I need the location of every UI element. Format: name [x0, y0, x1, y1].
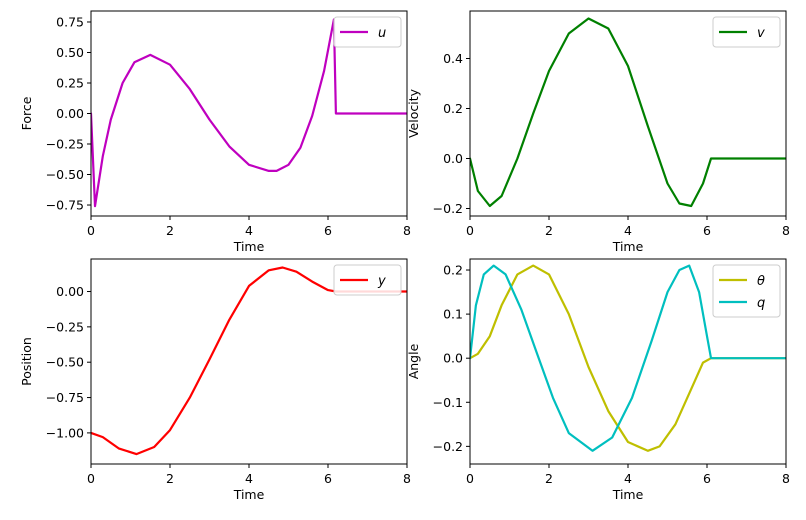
y-tick-label: −0.50 [46, 167, 84, 182]
y-tick-label: 0.0 [443, 351, 463, 366]
y-tick-label: −1.00 [46, 425, 84, 440]
legend-label: y [377, 274, 386, 289]
y-axis-label: Velocity [406, 88, 421, 138]
x-tick-label: 2 [545, 471, 553, 486]
subplot-3: 0 2 4 6 8 −1.00 −0.75 −0.50 −0.25 0.00 Time Positio… [19, 258, 411, 502]
y-tick-label: −0.50 [46, 355, 84, 370]
x-tick-label: 0 [466, 223, 474, 238]
legend-label: u [378, 26, 386, 41]
y-tick-label: 0.0 [443, 151, 463, 166]
y-axis-label: Angle [406, 343, 421, 379]
x-axis-label: Time [233, 239, 265, 254]
legend: y [333, 264, 402, 296]
y-tick-label: −0.2 [433, 201, 463, 216]
x-tick-label: 8 [403, 471, 411, 486]
y-axis-label: Force [19, 96, 34, 130]
y-tick-label: −0.75 [46, 198, 84, 213]
y-tick-label: −0.1 [433, 395, 463, 410]
x-axis-label: Time [612, 239, 644, 254]
y-tick-label: −0.25 [46, 137, 84, 152]
y-tick-label: 0.00 [56, 106, 84, 121]
y-tick-label: −0.2 [433, 439, 463, 454]
y-tick-label: 0.75 [56, 14, 84, 29]
x-tick-label: 8 [782, 471, 790, 486]
subplot-2: 0 2 4 6 8 −0.2 0.0 0.2 0.4 Time Velocity v [406, 10, 790, 254]
y-tick-label: 0.2 [443, 263, 463, 278]
x-tick-label: 8 [403, 223, 411, 238]
subplot-1: 0 2 4 6 8 −0.75 −0.50 −0.25 0.00 0.25 0.50 0.75 Time… [19, 10, 411, 254]
series-line-1 [91, 266, 407, 456]
x-tick-label: 2 [166, 471, 174, 486]
y-axis-label: Position [19, 337, 34, 386]
series-group [470, 264, 786, 452]
series-group [470, 17, 786, 208]
y-tick-label: 0.2 [443, 101, 463, 116]
x-tick-label: 6 [324, 471, 332, 486]
x-tick-label: 2 [545, 223, 553, 238]
y-tick-label: −0.25 [46, 319, 84, 334]
legend-label: v [757, 26, 765, 41]
series-group [91, 18, 407, 208]
subplot-4: 0 2 4 6 8 −0.2 −0.1 0.0 0.1 0.2 Time Angle θq [406, 258, 790, 502]
series-line-2 [470, 264, 786, 452]
y-tick-label: 0.50 [56, 45, 84, 60]
x-tick-label: 4 [624, 471, 632, 486]
series-group [91, 266, 407, 456]
x-tick-label: 6 [703, 223, 711, 238]
x-axis-label: Time [233, 487, 265, 502]
legend: u [333, 16, 402, 48]
x-tick-label: 4 [624, 223, 632, 238]
x-tick-label: 6 [703, 471, 711, 486]
x-tick-label: 4 [245, 471, 253, 486]
legend-label: θ [757, 274, 765, 289]
series-line-1 [91, 18, 407, 208]
x-tick-label: 8 [782, 223, 790, 238]
legend-label: q [757, 296, 765, 311]
x-tick-label: 4 [245, 223, 253, 238]
x-tick-label: 0 [466, 471, 474, 486]
x-axis-label: Time [612, 487, 644, 502]
y-tick-label: 0.00 [56, 284, 84, 299]
y-tick-label: 0.1 [443, 307, 463, 322]
x-tick-label: 2 [166, 223, 174, 238]
legend: θq [712, 264, 781, 318]
legend: v [712, 16, 781, 48]
y-tick-label: −0.75 [46, 390, 84, 405]
x-tick-label: 0 [87, 471, 95, 486]
y-tick-label: 0.25 [56, 75, 84, 90]
series-line-1 [470, 17, 786, 208]
y-tick-label: 0.4 [443, 51, 463, 66]
x-tick-label: 0 [87, 223, 95, 238]
x-tick-label: 6 [324, 223, 332, 238]
legend-box [712, 264, 781, 318]
